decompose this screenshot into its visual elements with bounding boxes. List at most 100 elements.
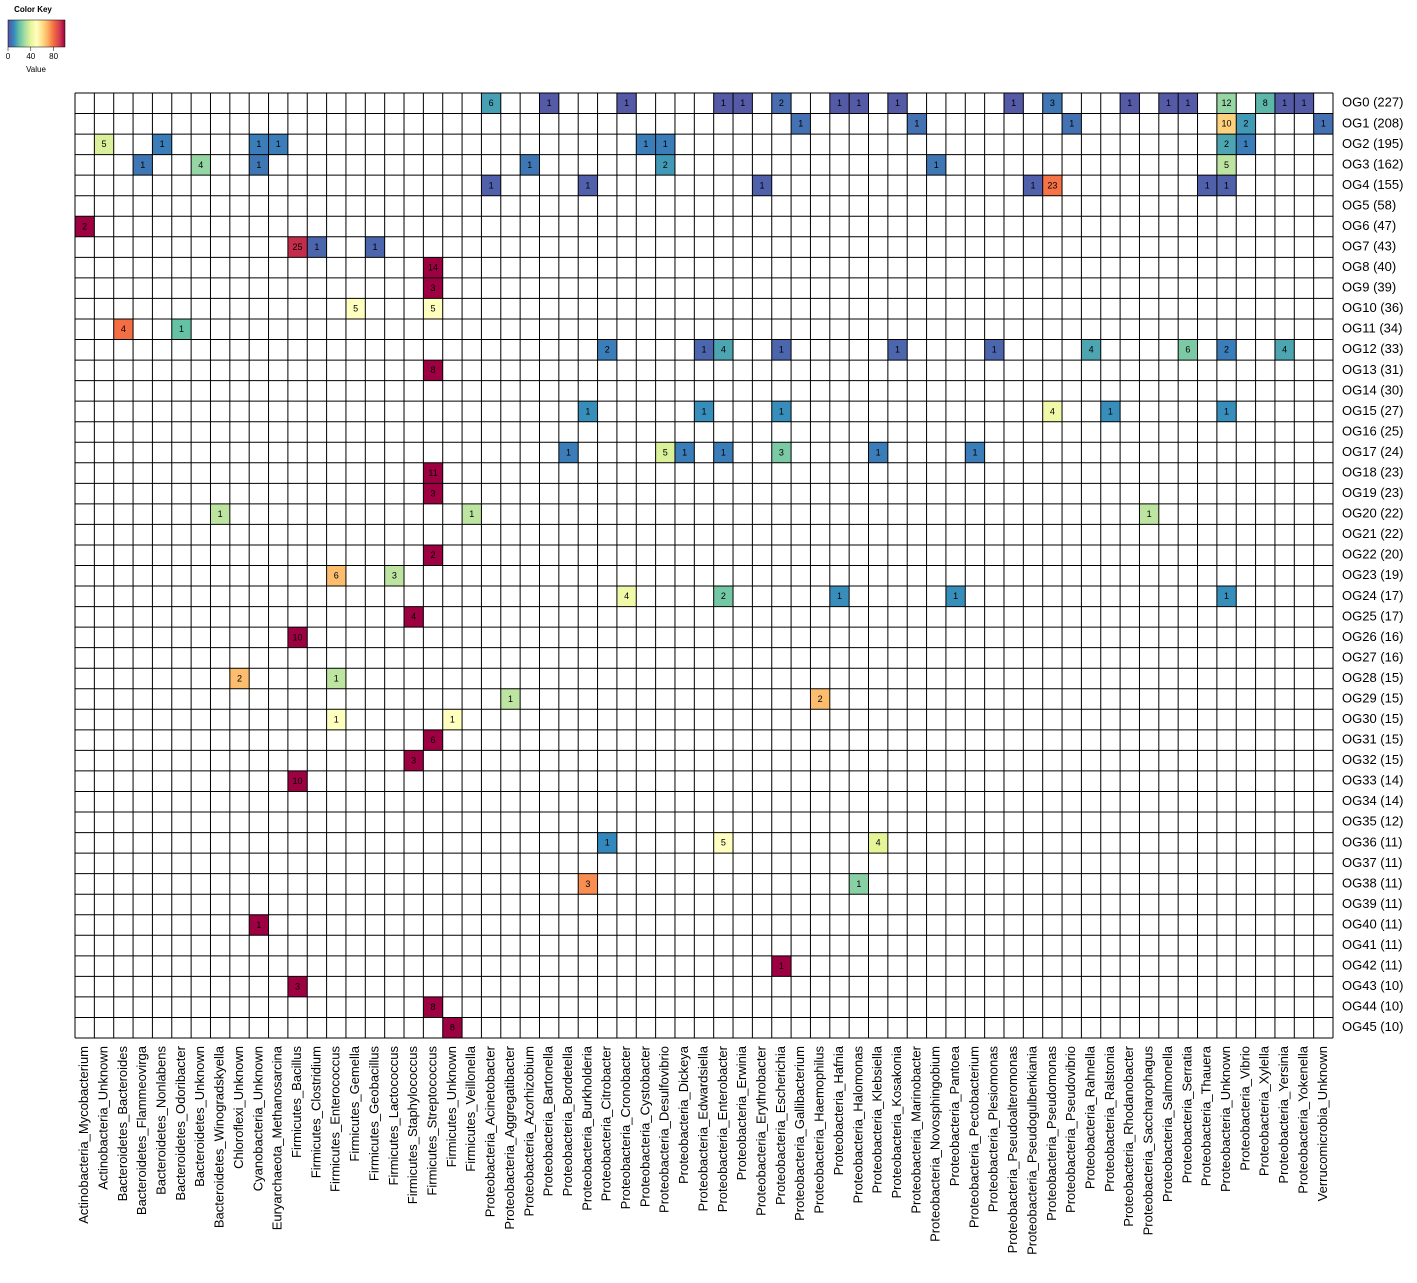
heat-cell [733, 93, 753, 114]
column-label: Firmicutes_Unknown [444, 1046, 459, 1167]
column-label: Firmicutes_Lactococcus [386, 1046, 401, 1186]
cell-label: 3 [411, 756, 416, 766]
heat-cell [1139, 503, 1159, 525]
column-label: Proteobacteria_Rahnella [1083, 1045, 1098, 1189]
heat-cell [771, 93, 792, 114]
row-label: OG35 (12) [1342, 814, 1403, 829]
heat-cell [1274, 339, 1295, 361]
row-label: OG27 (16) [1342, 649, 1403, 664]
heat-cell [1197, 175, 1217, 196]
heat-cell [1003, 93, 1024, 114]
heat-cell [655, 442, 675, 463]
cell-label: 2 [82, 221, 87, 231]
heat-cell [1042, 93, 1063, 114]
cell-label: 1 [450, 714, 455, 724]
column-label: Proteobacteria_Ralstonia [1102, 1045, 1117, 1192]
row-label: OG21 (22) [1342, 526, 1403, 541]
cell-label: 1 [1282, 98, 1287, 108]
column-label: Chloroflexi_Unknown [231, 1046, 246, 1169]
cell-label: 2 [605, 345, 610, 355]
row-label: OG24 (17) [1342, 588, 1403, 603]
cell-label: 1 [779, 345, 784, 355]
row-label: OG23 (19) [1342, 567, 1403, 582]
column-label: Proteobacteria_Pseudomonas [1044, 1046, 1059, 1221]
heat-cell [636, 134, 656, 155]
column-label: Proteobacteria_Thauera [1199, 1045, 1214, 1186]
row-label: OG38 (11) [1342, 875, 1402, 890]
heat-cell [597, 339, 617, 361]
heat-cell [1120, 93, 1140, 114]
cell-label: 1 [334, 714, 339, 724]
cell-label: 1 [895, 345, 900, 355]
column-label: Proteobacteria_Yokenella [1295, 1045, 1310, 1193]
cell-label: 1 [218, 509, 223, 519]
heat-cell [1216, 93, 1237, 114]
cell-label: 3 [1050, 98, 1055, 108]
column-label: Proteobacteria_Enterobacter [715, 1045, 730, 1212]
cell-label: 4 [721, 345, 726, 355]
row-label: OG0 (227) [1342, 95, 1403, 110]
cell-label: 1 [566, 447, 571, 457]
cell-label: 4 [624, 591, 629, 601]
cell-label: 5 [663, 447, 668, 457]
column-label: Proteobacteria_Pantoea [947, 1045, 962, 1186]
heat-cell [1081, 339, 1101, 361]
heat-cell [423, 544, 443, 566]
heat-cell [500, 688, 521, 710]
heat-cell [326, 565, 346, 587]
cell-label: 1 [1301, 98, 1306, 108]
column-label: Proteobacteria_Bordetella [560, 1045, 575, 1196]
heat-cell [1216, 154, 1237, 176]
row-label: OG37 (11) [1342, 855, 1402, 870]
heat-cell [771, 401, 792, 422]
cell-label: 1 [1224, 180, 1229, 190]
color-bar [7, 19, 66, 48]
heat-cell [229, 668, 250, 689]
column-label: Proteobacteria_Novosphingobium [928, 1046, 943, 1242]
heat-cell [868, 832, 888, 854]
heat-cell [423, 483, 443, 504]
heat-cell [694, 401, 714, 422]
cell-label: 1 [160, 139, 165, 149]
heat-cell [713, 832, 734, 854]
cell-label: 2 [1224, 139, 1229, 149]
heat-cell [326, 709, 346, 730]
column-label: Proteobacteria_Erythrobacter [753, 1045, 768, 1215]
column-label: Proteobacteria_Hafnia [831, 1045, 846, 1175]
column-label: Proteobacteria_Azorhizobium [521, 1046, 536, 1217]
cell-label: 6 [1185, 345, 1190, 355]
heat-cell [926, 154, 946, 176]
row-label: OG7 (43) [1342, 239, 1396, 254]
column-label: Proteobacteria_Edwardsiella [695, 1045, 710, 1211]
cell-label: 1 [585, 406, 590, 416]
cell-label: 1 [1205, 180, 1210, 190]
heat-cell [1216, 113, 1237, 135]
cell-label: 1 [469, 509, 474, 519]
heat-cell [713, 586, 734, 607]
column-label: Firmicutes_Streptococcus [424, 1046, 439, 1196]
column-label: Firmicutes_Veillonella [463, 1045, 478, 1171]
cell-label: 1 [1108, 406, 1113, 416]
heat-cell [1042, 401, 1063, 422]
column-label: Proteobacteria_Halomonas [850, 1046, 865, 1204]
cell-label: 6 [431, 735, 436, 745]
heat-cell [868, 442, 888, 463]
legend-title: Color Key [14, 5, 52, 14]
cell-label: 3 [295, 982, 300, 992]
row-label: OG45 (10) [1342, 1019, 1403, 1034]
column-label: Bacteroidetes_Winogradskyella [212, 1045, 227, 1228]
cell-label: 1 [1031, 180, 1036, 190]
cell-label: 4 [1282, 345, 1287, 355]
column-label: Proteobacteria_Serratia [1179, 1045, 1194, 1183]
cell-label: 3 [585, 879, 590, 889]
cell-label: 1 [1185, 98, 1190, 108]
column-label: Firmicutes_Bacillus [289, 1046, 304, 1158]
legend-tick-label: 0 [6, 52, 11, 61]
heat-cell [113, 318, 134, 340]
heat-cell [1216, 175, 1237, 196]
row-label: OG41 (11) [1342, 937, 1402, 952]
cell-label: 1 [1147, 509, 1152, 519]
heat-cell [384, 565, 405, 587]
heat-cell [1023, 175, 1043, 196]
